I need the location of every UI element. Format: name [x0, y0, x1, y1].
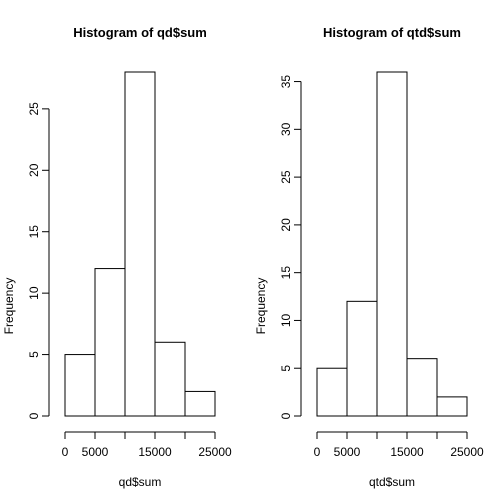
histogram-bar: [406, 358, 438, 417]
y-tick-label: 10: [27, 286, 41, 300]
histogram-bar: [64, 354, 96, 417]
histogram-bar: [124, 71, 156, 417]
histogram-bar: [94, 268, 126, 417]
x-axis-title: qtd$sum: [369, 475, 415, 489]
y-axis-title: Frequency: [2, 278, 16, 335]
x-tick-label: 25000: [198, 445, 232, 459]
chart-title: Histogram of qd$sum: [73, 25, 207, 40]
chart-title: Histogram of qtd$sum: [323, 25, 461, 40]
y-tick-label: 5: [279, 365, 293, 372]
x-tick-label: 0: [314, 445, 321, 459]
y-tick-label: 15: [279, 266, 293, 280]
x-axis-title: qd$sum: [119, 475, 162, 489]
y-tick-label: 0: [279, 412, 293, 419]
histogram-panel-qtd: Histogram of qtd$sum 0 5000 15000 25000 qtd$s…: [254, 25, 484, 489]
y-tick-label: 20: [279, 218, 293, 232]
y-tick-label: 15: [27, 225, 41, 239]
x-tick-label: 5000: [82, 445, 109, 459]
x-tick-label: 25000: [450, 445, 484, 459]
y-tick-label: 35: [279, 75, 293, 89]
y-tick-label: 0: [27, 412, 41, 419]
x-tick-label: 0: [62, 445, 69, 459]
histogram-bar: [184, 390, 216, 417]
histogram-bar: [376, 71, 408, 417]
histogram-bar: [154, 341, 186, 417]
y-tick-label: 5: [27, 351, 41, 358]
histogram-panel-qd: Histogram of qd$sum 0 5000 15000 25000 qd$sum…: [2, 25, 232, 489]
x-tick-label: 15000: [390, 445, 424, 459]
y-tick-label: 25: [279, 170, 293, 184]
y-tick-label: 10: [279, 313, 293, 327]
x-tick-label: 15000: [138, 445, 172, 459]
y-tick-label: 20: [27, 163, 41, 177]
x-tick-label: 5000: [334, 445, 361, 459]
histogram-bar: [346, 300, 378, 417]
y-tick-label: 30: [279, 122, 293, 136]
y-tick-label: 25: [27, 102, 41, 116]
y-axis-title: Frequency: [254, 278, 268, 335]
histogram-bar: [436, 396, 468, 417]
histogram-bar: [316, 367, 348, 417]
